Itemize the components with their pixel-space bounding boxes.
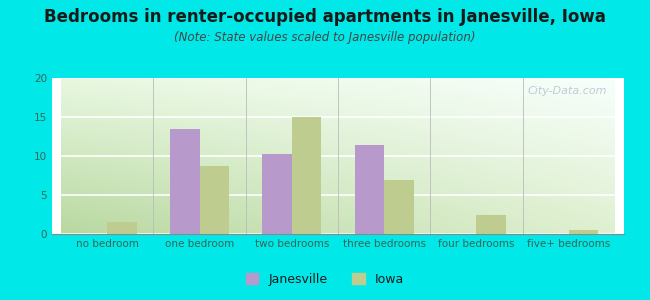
Bar <box>107 222 137 234</box>
Legend: Janesville, Iowa: Janesville, Iowa <box>240 268 410 291</box>
Bar <box>200 166 229 234</box>
Bar <box>355 145 384 234</box>
Bar <box>384 180 413 234</box>
Text: City-Data.com: City-Data.com <box>527 86 607 96</box>
Text: Bedrooms in renter-occupied apartments in Janesville, Iowa: Bedrooms in renter-occupied apartments i… <box>44 8 606 26</box>
Bar <box>263 154 292 234</box>
Bar <box>569 230 598 234</box>
Bar <box>292 117 321 234</box>
Text: (Note: State values scaled to Janesville population): (Note: State values scaled to Janesville… <box>174 32 476 44</box>
Bar <box>170 130 200 234</box>
Bar <box>476 215 506 234</box>
